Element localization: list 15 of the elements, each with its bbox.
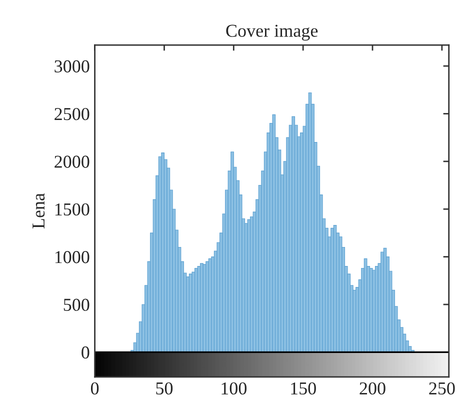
x-tick-label: 250 [429,382,455,395]
x-tick-label: 200 [360,382,386,395]
y-tick-label: 2000 [54,156,90,168]
x-tick-label: 0 [90,382,99,395]
x-tick-label: 50 [156,382,173,395]
x-tick-label: 100 [222,382,247,395]
y-tick-label: 0 [82,346,90,359]
chart-title: Cover image [226,24,318,41]
y-tick-label: 1000 [55,251,90,264]
y-axis-title: Lena [32,193,45,229]
y-tick-label: 2500 [54,108,90,120]
y-tick-label: 500 [64,298,90,311]
x-tick-label: 150 [291,382,316,395]
y-tick-label: 3000 [54,60,90,72]
y-tick-label: 1500 [55,203,90,216]
